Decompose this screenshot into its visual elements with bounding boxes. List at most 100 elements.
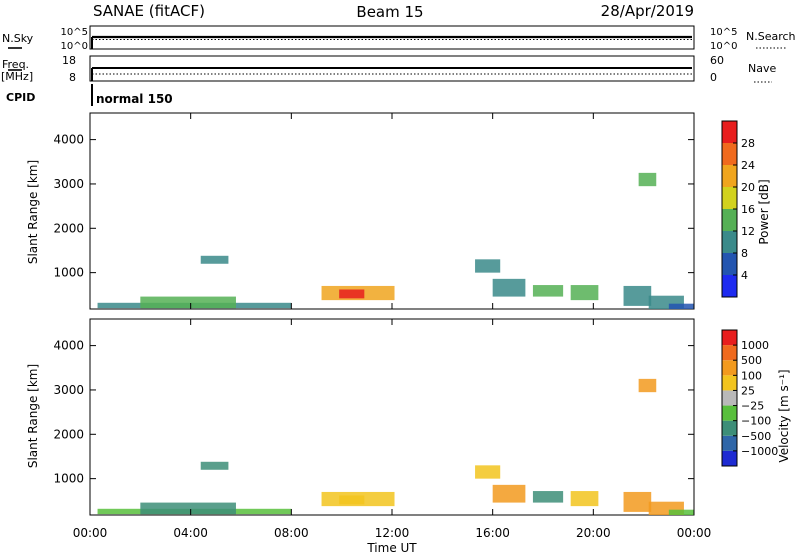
power-echo-region-12: [668, 303, 694, 309]
power-scale-label: Power [dB]: [757, 179, 771, 244]
power-range-tick-label: 3000: [53, 177, 84, 191]
velocity-colorbar-label: −100: [741, 415, 771, 428]
time-axis: 00:00 04:00 08:00 12:00 16:00 20:00 00:00: [73, 113, 711, 540]
velocity-echo-region-5: [475, 465, 501, 479]
velocity-echo-region-7: [532, 491, 564, 503]
power-range-tick-label: 4000: [53, 133, 84, 147]
power-echo-layer: [97, 172, 694, 309]
time-tick-label: 00:00: [73, 526, 108, 540]
power-colorbar-label: 8: [741, 247, 748, 260]
velocity-colorbar-segment: [722, 405, 737, 421]
power-range-ticks: 1000 2000 3000 4000: [53, 133, 694, 280]
nsearch-tick-bottom: 10^0: [710, 41, 737, 52]
nsearch-tick-top: 10^5: [710, 27, 737, 38]
power-colorbar-segment: [722, 209, 737, 231]
freq-tick-bottom: 8: [69, 71, 76, 84]
power-colorbar-segment: [722, 187, 737, 209]
velocity-echo-region-12: [668, 509, 694, 515]
time-tick-label: 08:00: [274, 526, 309, 540]
power-colorbar-segment: [722, 121, 737, 143]
time-tick-label: 04:00: [173, 526, 208, 540]
velocity-range-label: Slant Range [km]: [26, 364, 40, 468]
power-colorbar-label: 12: [741, 225, 755, 238]
nsky-tick-top: 10^5: [61, 27, 88, 38]
power-panel: [89, 112, 695, 310]
velocity-colorbar-segment: [722, 450, 737, 466]
power-colorbar-label: 20: [741, 181, 755, 194]
power-colorbar-segment: [722, 253, 737, 275]
velocity-range-tick-label: 2000: [53, 427, 84, 441]
velocity-colorbar-label: 500: [741, 354, 762, 367]
velocity-echo-region-8: [570, 491, 599, 507]
power-echo-region-2: [200, 255, 229, 264]
freq-tick-top: 18: [62, 54, 76, 67]
velocity-echo-region-11: [638, 378, 657, 393]
time-axis-label: Time UT: [366, 541, 417, 554]
power-echo-region-11: [638, 172, 657, 187]
power-colorbar-label: 24: [741, 159, 755, 172]
nsky-label: N.Sky: [2, 32, 34, 45]
velocity-colorbar-frame: [721, 329, 738, 467]
power-echo-region-6: [492, 278, 526, 297]
velocity-range-tick-label: 3000: [53, 383, 84, 397]
velocity-echo-region-9: [623, 491, 652, 512]
velocity-colorbar-label: 25: [741, 384, 755, 397]
time-tick-label: 20:00: [576, 526, 611, 540]
nsky-panel: [89, 25, 695, 50]
power-colorbar-segment: [722, 165, 737, 187]
nave-tick-bottom: 0: [710, 71, 717, 84]
power-echo-region-5: [475, 259, 501, 273]
velocity-colorbar-segment: [722, 420, 737, 436]
velocity-range-tick-label: 4000: [53, 339, 84, 353]
velocity-range-tick-label: 1000: [53, 472, 84, 486]
station-title: SANAE (fitACF): [93, 2, 205, 20]
velocity-echo-region-2: [200, 461, 229, 470]
power-colorbar-label: 16: [741, 203, 755, 216]
time-tick-label: 12:00: [375, 526, 410, 540]
nsky-tick-bottom: 10^0: [61, 41, 88, 52]
velocity-echo-region-4: [339, 495, 365, 505]
velocity-scale-label: Velocity [m s⁻¹]: [777, 369, 791, 462]
velocity-echo-region-6: [492, 484, 526, 503]
velocity-colorbar-label: −25: [741, 400, 764, 413]
time-tick-label: 16:00: [475, 526, 510, 540]
date-title: 28/Apr/2019: [601, 2, 694, 20]
power-colorbar-segment: [722, 231, 737, 253]
velocity-colorbar-segment: [722, 360, 737, 376]
velocity-colorbar-label: 1000: [741, 339, 769, 352]
power-colorbar-segment: [722, 275, 737, 297]
velocity-colorbar-label: 100: [741, 369, 762, 382]
freq-unit-label: [MHz]: [1, 70, 33, 83]
power-colorbar: 4 8 12 16 20 24 28: [721, 120, 755, 298]
power-echo-region-4: [339, 289, 365, 299]
power-range-label: Slant Range [km]: [26, 160, 40, 264]
cpid-program: normal 150: [96, 92, 173, 106]
velocity-colorbar-label: −500: [741, 430, 771, 443]
velocity-panel: [89, 318, 695, 516]
beam-title: Beam 15: [356, 3, 423, 21]
velocity-colorbar-segment: [722, 345, 737, 361]
velocity-echo-layer: [97, 378, 694, 515]
velocity-echo-region-1: [140, 502, 236, 515]
nave-label: Nave: [748, 62, 776, 75]
cpid-label: CPID: [6, 91, 35, 104]
power-colorbar-label: 4: [741, 269, 748, 282]
velocity-colorbar-segment: [722, 375, 737, 391]
freq-panel: [89, 55, 695, 82]
velocity-colorbar-segment: [722, 390, 737, 406]
nsearch-label: N.Search: [746, 30, 796, 43]
power-echo-region-9: [623, 285, 652, 306]
velocity-range-ticks: 1000 2000 3000 4000: [53, 339, 694, 486]
power-echo-region-8: [570, 285, 599, 301]
power-colorbar-label: 28: [741, 137, 755, 150]
power-range-tick-label: 1000: [53, 266, 84, 280]
velocity-colorbar-label: −1000: [741, 445, 778, 458]
velocity-colorbar-segment: [722, 330, 737, 346]
velocity-colorbar: 1000 500 100 25 −25 −100 −500 −1000: [721, 329, 778, 467]
freq-label: Freq.: [2, 58, 29, 71]
nave-tick-top: 60: [710, 54, 724, 67]
power-echo-region-1: [140, 296, 236, 309]
power-range-tick-label: 2000: [53, 221, 84, 235]
power-echo-region-7: [532, 285, 564, 297]
